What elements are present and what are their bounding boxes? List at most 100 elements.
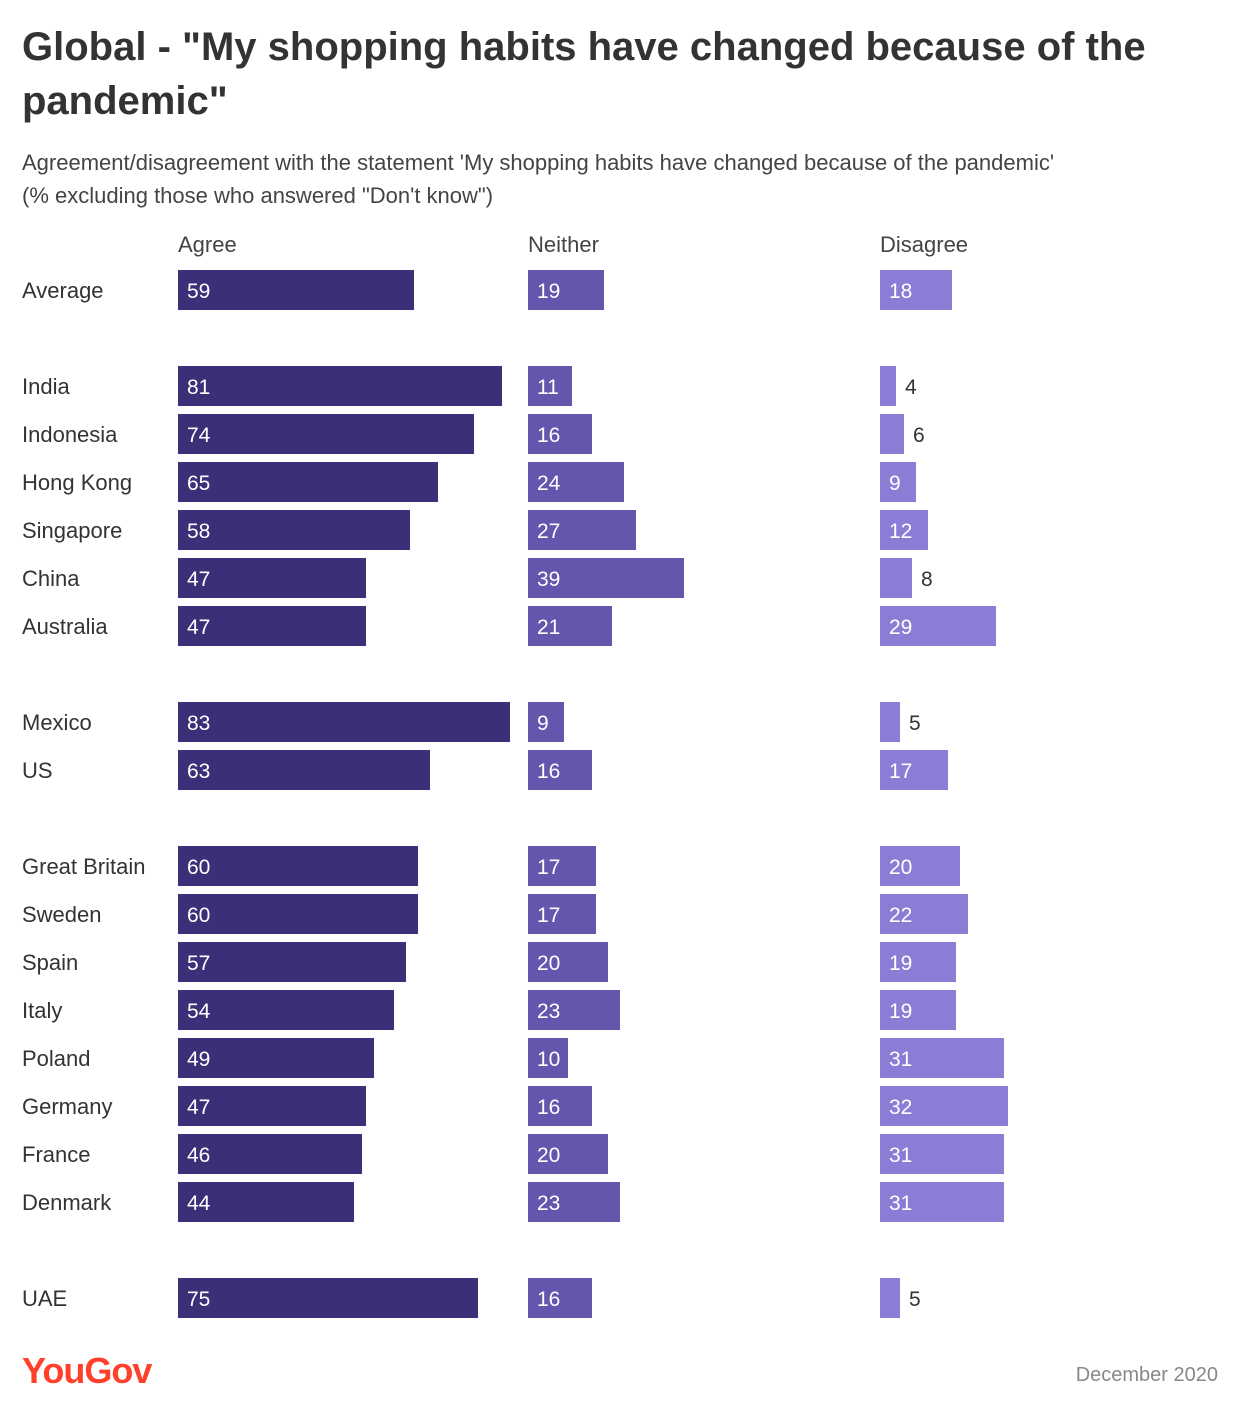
bar-neither-mexico (528, 702, 564, 742)
value-label-neither-hong-kong: 24 (537, 472, 561, 495)
category-label-india: India (22, 374, 70, 399)
bar-neither-france (528, 1134, 608, 1174)
chart-subtitle: Agreement/disagreement with the statemen… (22, 146, 1222, 212)
value-label-disagree-uae: 5 (909, 1288, 921, 1311)
bar-agree-china (178, 558, 366, 598)
category-label-sweden: Sweden (22, 902, 102, 927)
bar-disagree-hong-kong (880, 462, 916, 502)
value-label-agree-india: 81 (187, 376, 210, 399)
value-label-agree-australia: 47 (187, 616, 210, 639)
bar-disagree-denmark (880, 1182, 1004, 1222)
value-label-agree-germany: 47 (187, 1096, 210, 1119)
bar-agree-germany (178, 1086, 366, 1126)
bar-neither-spain (528, 942, 608, 982)
date-label: December 2020 (1075, 1364, 1218, 1386)
bar-neither-singapore (528, 510, 636, 550)
bar-agree-singapore (178, 510, 410, 550)
subtitle-line-2: (% excluding those who answered "Don't k… (22, 183, 494, 208)
bar-disagree-france (880, 1134, 1004, 1174)
bar-agree-indonesia (178, 414, 474, 454)
category-label-great-britain: Great Britain (22, 854, 146, 879)
bar-disagree-australia (880, 606, 996, 646)
bar-agree-average (178, 270, 414, 310)
bar-agree-italy (178, 990, 394, 1030)
value-label-neither-australia: 21 (537, 616, 560, 639)
value-label-neither-poland: 10 (537, 1048, 560, 1071)
bar-disagree-germany (880, 1086, 1008, 1126)
bar-agree-australia (178, 606, 366, 646)
category-label-us: US (22, 758, 53, 783)
bar-disagree-china (880, 558, 912, 598)
bar-agree-us (178, 750, 430, 790)
value-label-neither-great-britain: 17 (537, 856, 560, 879)
category-label-average: Average (22, 278, 104, 303)
value-label-disagree-indonesia: 6 (913, 424, 925, 447)
bar-disagree-indonesia (880, 414, 904, 454)
value-label-agree-us: 63 (187, 760, 210, 783)
value-label-neither-denmark: 23 (537, 1192, 560, 1215)
category-label-mexico: Mexico (22, 710, 92, 735)
value-label-neither-average: 19 (537, 280, 560, 303)
value-label-neither-france: 20 (537, 1144, 560, 1167)
category-label-germany: Germany (22, 1094, 112, 1119)
category-label-china: China (22, 566, 80, 591)
bar-agree-great-britain (178, 846, 418, 886)
value-label-disagree-china: 8 (921, 568, 933, 591)
value-label-neither-sweden: 17 (537, 904, 560, 927)
category-label-hong-kong: Hong Kong (22, 470, 132, 495)
category-label-spain: Spain (22, 950, 78, 975)
bar-neither-hong-kong (528, 462, 624, 502)
value-label-disagree-hong-kong: 9 (889, 472, 901, 495)
value-label-disagree-france: 31 (889, 1144, 912, 1167)
bar-disagree-poland (880, 1038, 1004, 1078)
column-header-agree: Agree (178, 232, 237, 257)
category-label-singapore: Singapore (22, 518, 122, 543)
category-label-indonesia: Indonesia (22, 422, 118, 447)
value-label-neither-germany: 16 (537, 1096, 560, 1119)
bar-disagree-sweden (880, 894, 968, 934)
yougov-logo: YouGov (22, 1350, 152, 1391)
value-label-disagree-india: 4 (905, 376, 917, 399)
bar-neither-indonesia (528, 414, 592, 454)
bar-neither-sweden (528, 894, 596, 934)
value-label-agree-uae: 75 (187, 1288, 210, 1311)
bar-disagree-italy (880, 990, 956, 1030)
value-label-neither-italy: 23 (537, 1000, 560, 1023)
subtitle-line-1: Agreement/disagreement with the statemen… (22, 150, 1055, 175)
value-label-disagree-spain: 19 (889, 952, 912, 975)
bar-neither-poland (528, 1038, 568, 1078)
value-label-disagree-italy: 19 (889, 1000, 912, 1023)
value-label-agree-singapore: 58 (187, 520, 210, 543)
value-label-disagree-mexico: 5 (909, 712, 921, 735)
value-label-agree-sweden: 60 (187, 904, 210, 927)
bar-agree-uae (178, 1278, 478, 1318)
bar-agree-denmark (178, 1182, 354, 1222)
value-label-disagree-us: 17 (889, 760, 912, 783)
value-label-agree-average: 59 (187, 280, 210, 303)
value-label-disagree-singapore: 12 (889, 520, 912, 543)
value-label-neither-uae: 16 (537, 1288, 560, 1311)
category-label-poland: Poland (22, 1046, 91, 1071)
bar-agree-hong-kong (178, 462, 438, 502)
bar-neither-average (528, 270, 604, 310)
value-label-neither-spain: 20 (537, 952, 560, 975)
bar-disagree-india (880, 366, 896, 406)
bar-agree-poland (178, 1038, 374, 1078)
column-header-neither: Neither (528, 232, 599, 257)
bar-agree-mexico (178, 702, 510, 742)
bar-neither-india (528, 366, 572, 406)
bar-neither-china (528, 558, 684, 598)
bar-disagree-us (880, 750, 948, 790)
value-label-agree-china: 47 (187, 568, 210, 591)
category-label-uae: UAE (22, 1286, 67, 1311)
value-label-agree-poland: 49 (187, 1048, 210, 1071)
bar-disagree-singapore (880, 510, 928, 550)
value-label-disagree-australia: 29 (889, 616, 912, 639)
bar-disagree-great-britain (880, 846, 960, 886)
bar-neither-great-britain (528, 846, 596, 886)
category-label-italy: Italy (22, 998, 62, 1023)
value-label-agree-france: 46 (187, 1144, 210, 1167)
value-label-disagree-germany: 32 (889, 1096, 912, 1119)
value-label-agree-hong-kong: 65 (187, 472, 210, 495)
bar-neither-uae (528, 1278, 592, 1318)
